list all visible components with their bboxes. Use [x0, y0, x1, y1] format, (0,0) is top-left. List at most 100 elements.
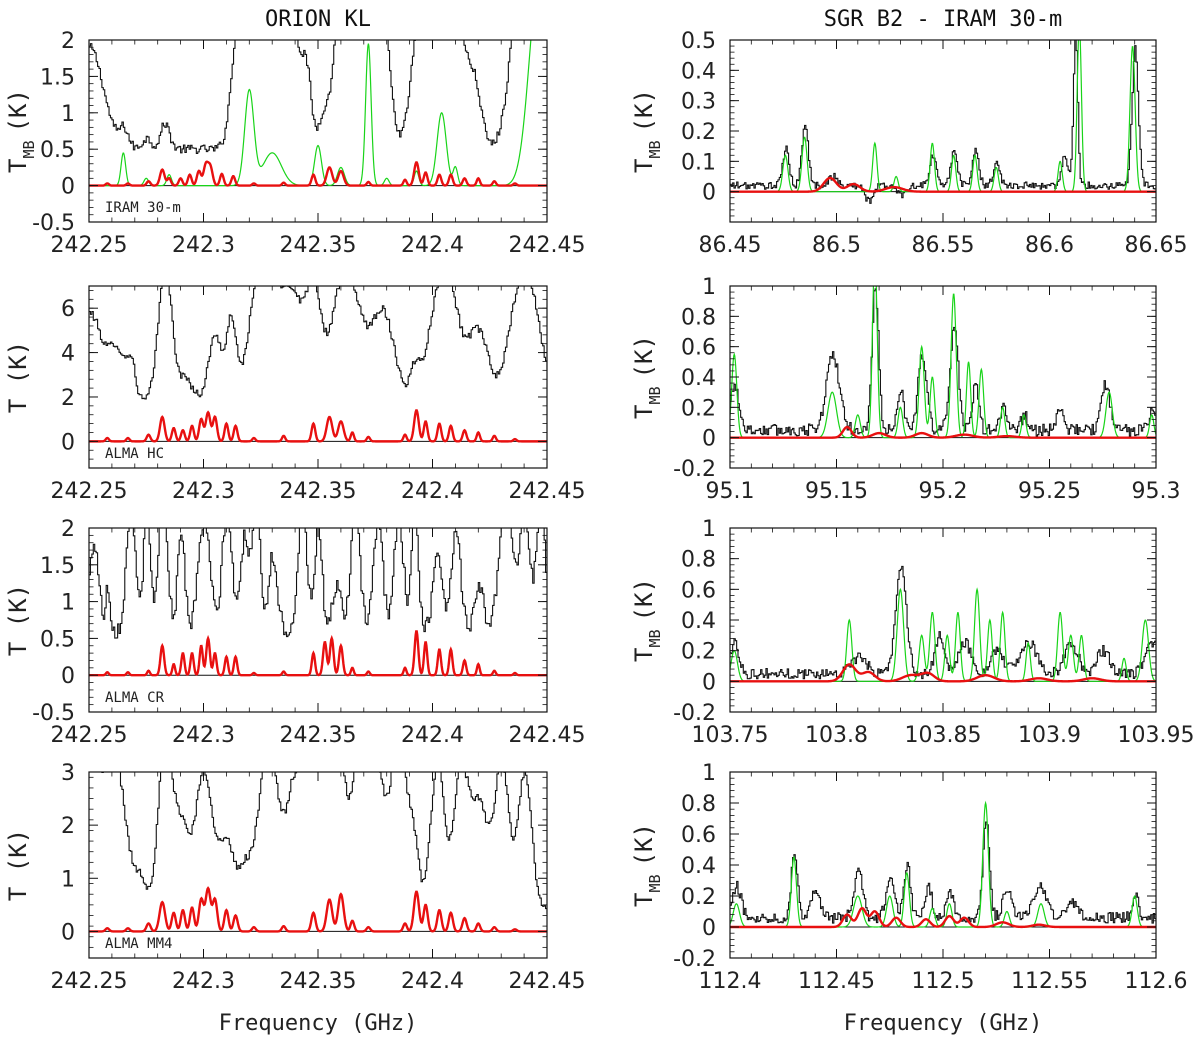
y-tick-label: 0.4	[681, 854, 716, 879]
x-tick-label: 103.8	[805, 723, 868, 748]
panel-5: 86.45 86.5 86.55 86.6 86.65 0 0.1 0.2 0.3 0.4 0.5 T…	[630, 29, 1187, 258]
x-tick-label: 112.45	[798, 969, 875, 994]
y-tick-label: 0	[702, 427, 716, 452]
y-tick-label: 0	[702, 670, 716, 695]
y-axis-title: TMB (K)	[630, 578, 664, 662]
plot-frame	[729, 285, 1157, 469]
y-axis-title: T (K)	[4, 584, 32, 656]
y-axis-title-unit: (K)	[630, 89, 658, 132]
y-tick-label: 0.8	[681, 792, 716, 817]
y-tick-label: 1	[702, 275, 716, 300]
x-tick-label: 242.25	[51, 723, 128, 748]
y-axis-title: TMB (K)	[630, 89, 664, 173]
x-tick-label: 103.75	[692, 723, 769, 748]
y-axis-title-subscript: MB	[646, 386, 664, 404]
y-tick-label: 0	[61, 430, 75, 455]
x-tick-label: 95.2	[919, 479, 968, 504]
y-tick-label: 1	[61, 591, 75, 616]
y-axis-title-main: T	[630, 892, 658, 906]
y-tick-label: 0.4	[681, 59, 716, 84]
molecule-model-spectrum	[89, 160, 547, 187]
plot-area	[730, 565, 1156, 683]
y-axis-title-main: T	[630, 158, 658, 172]
y-axis-title-unit: (K)	[630, 335, 658, 378]
x-tick-label: 112.4	[699, 969, 762, 994]
x-tick-label: 242.4	[401, 969, 464, 994]
y-tick-label: 1	[61, 867, 75, 892]
observed-spectrum	[730, 40, 1156, 204]
y-tick-label: 1	[702, 761, 716, 786]
molecule-model-spectrum	[89, 630, 547, 677]
panel-label: IRAM 30-m	[105, 200, 181, 216]
y-axis-title: T (K)	[4, 829, 32, 901]
x-tick-label: 242.35	[280, 233, 357, 258]
y-tick-label: 1.5	[40, 554, 75, 579]
y-tick-label: 0	[702, 916, 716, 941]
x-tick-label: 242.4	[401, 233, 464, 258]
y-tick-label: 0	[61, 664, 75, 689]
plot-frame	[729, 39, 1157, 223]
x-tick-label: 95.1	[706, 479, 755, 504]
y-axis-title-main: T	[4, 158, 32, 172]
y-axis-title-subscript: MB	[20, 140, 38, 158]
panel-7: 103.75 103.8 103.85 103.9 103.95 -0.2 0 0.2 0.4 0…	[630, 517, 1194, 748]
x-tick-label: 95.15	[805, 479, 868, 504]
plot-frame	[729, 771, 1157, 959]
y-tick-label: 0.3	[681, 90, 716, 115]
right-column-title: SGR B2 - IRAM 30-m	[824, 7, 1062, 32]
plot-area	[89, 40, 547, 187]
y-tick-label: 2	[61, 386, 75, 411]
x-tick-label: 242.35	[280, 969, 357, 994]
y-axis-title: TMB (K)	[630, 823, 664, 907]
y-tick-label: 0	[702, 181, 716, 206]
x-tick-label: 242.4	[401, 479, 464, 504]
y-tick-label: 0.5	[40, 627, 75, 652]
panel-1: 242.25 242.3 242.35 242.4 242.45 -0.5 0 0.5 1 1.5…	[4, 29, 586, 258]
x-tick-label: 242.3	[172, 479, 235, 504]
panel-label: ALMA CR	[105, 690, 165, 706]
x-tick-label: 242.3	[172, 969, 235, 994]
x-tick-label: 242.35	[280, 479, 357, 504]
y-axis-title-main: T	[630, 404, 658, 418]
y-tick-label: 2	[61, 517, 75, 542]
panel-3: 242.25 242.3 242.35 242.4 242.45 -0.5 0 0.5 1 1.5…	[4, 517, 585, 748]
observed-spectrum	[730, 565, 1156, 680]
y-tick-label: 0.2	[681, 640, 716, 665]
x-tick-label: 242.25	[51, 969, 128, 994]
observed-spectrum	[89, 286, 547, 400]
y-tick-label: -0.2	[673, 947, 716, 972]
y-tick-label: 0	[61, 920, 75, 945]
x-tick-label: 242.25	[51, 233, 128, 258]
y-axis-title-subscript: MB	[646, 874, 664, 892]
x-tick-label: 242.45	[509, 233, 586, 258]
y-tick-label: 0.2	[681, 885, 716, 910]
plot-frame	[88, 39, 548, 223]
y-axis-title-unit: (K)	[630, 578, 658, 621]
left-column-title: ORION KL	[265, 7, 371, 32]
molecule-model-spectrum	[730, 176, 1156, 193]
full-model-spectrum	[730, 800, 1156, 928]
x-tick-label: 103.95	[1118, 723, 1195, 748]
observed-spectrum	[730, 821, 1156, 924]
y-axis-title-subscript: MB	[646, 140, 664, 158]
y-axis-title-unit: (K)	[4, 89, 32, 132]
y-tick-label: 1	[702, 517, 716, 542]
right-x-axis-title: Frequency (GHz)	[844, 1011, 1043, 1036]
x-tick-label: 112.5	[912, 969, 975, 994]
plot-area	[89, 528, 547, 677]
full-model-spectrum	[730, 40, 1156, 193]
x-tick-label: 242.4	[401, 723, 464, 748]
y-axis-title: T (K)	[4, 341, 32, 413]
y-tick-label: -0.2	[673, 701, 716, 726]
x-tick-label: 112.6	[1125, 969, 1188, 994]
plot-area	[730, 286, 1156, 439]
panel-6: 95.1 95.15 95.2 95.25 95.3 -0.2 0 0.2 0.4 0.6 0.8 1…	[630, 275, 1180, 504]
x-tick-label: 112.55	[1011, 969, 1088, 994]
plot-area	[730, 40, 1156, 204]
y-tick-label: 0.5	[681, 29, 716, 54]
y-tick-label: 0.6	[681, 823, 716, 848]
x-tick-label: 242.35	[280, 723, 357, 748]
x-tick-label: 242.3	[172, 723, 235, 748]
y-axis-title: TMB (K)	[630, 335, 664, 419]
